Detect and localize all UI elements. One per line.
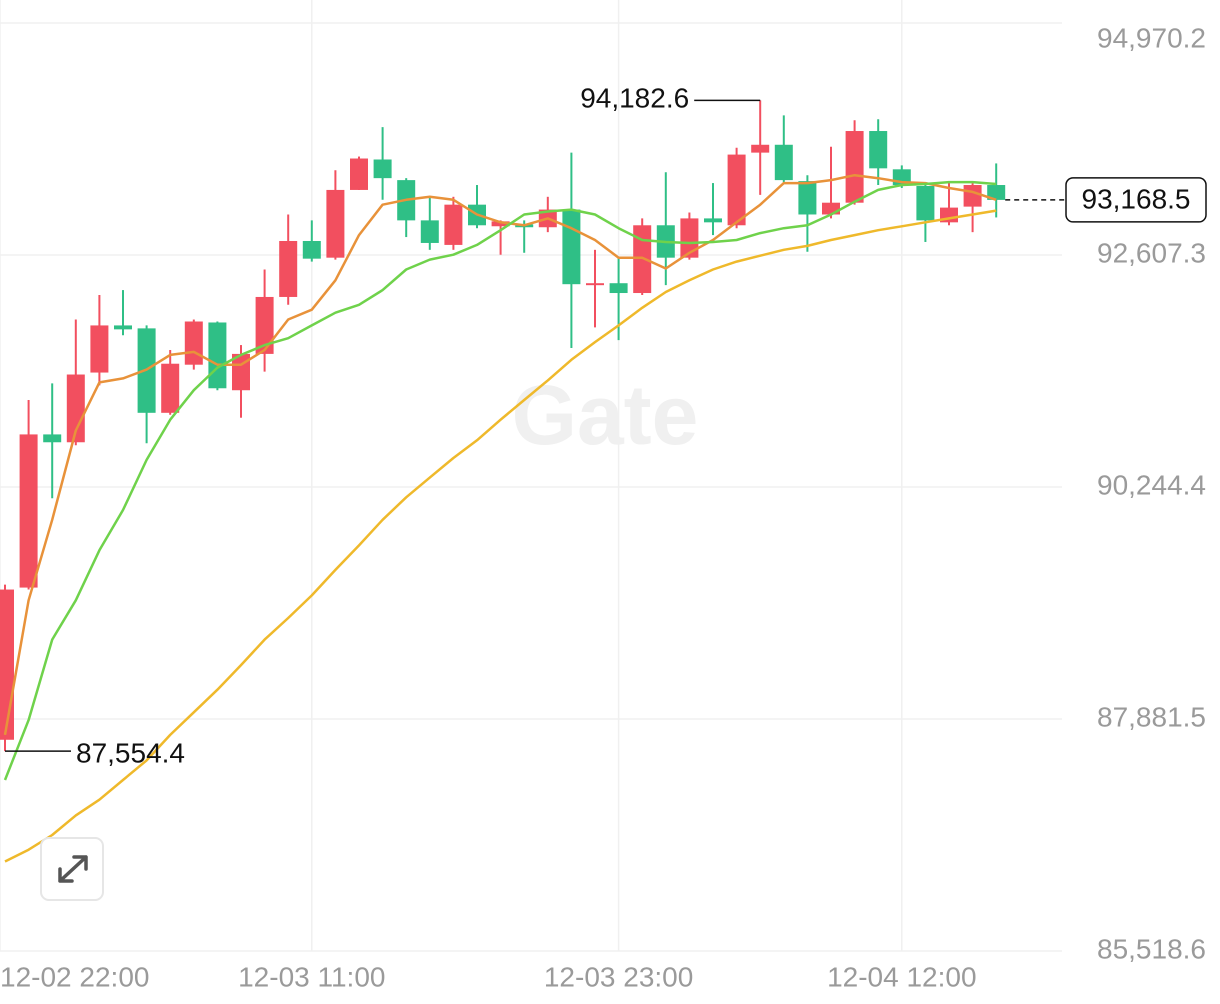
candle-body: [633, 225, 652, 294]
plot: [0, 99, 1066, 863]
candle-body: [302, 240, 321, 259]
candle-body: [774, 144, 793, 181]
candle-body: [822, 202, 840, 215]
candle-body: [420, 220, 439, 243]
candle-body: [19, 434, 38, 588]
candle-body: [916, 186, 935, 221]
ma-line: [3, 173, 997, 736]
candle-body: [66, 374, 85, 443]
candle-body: [326, 189, 345, 258]
candle-body: [727, 154, 746, 226]
y-tick-label: 92,607.3: [1097, 237, 1206, 268]
y-tick-label: 85,518.6: [1097, 933, 1206, 964]
grid: [0, 0, 1062, 952]
x-tick-label: 12-03 11:00: [238, 961, 385, 992]
candle-body: [491, 221, 510, 227]
candle-body: [869, 131, 888, 169]
candle-body: [350, 158, 368, 190]
labels: 94,970.2 92,607.3 90,244.4 87,881.5 85,518.6…: [0, 22, 1207, 992]
ma-line: [4, 209, 997, 863]
expand-button[interactable]: [40, 837, 104, 901]
y-tick-label: 87,881.5: [1097, 701, 1206, 732]
x-tick-label: 12-02 22:00: [0, 961, 149, 992]
candle-body: [704, 218, 722, 223]
last-price-box: [1065, 177, 1207, 223]
y-tick-label: 90,244.4: [1097, 469, 1206, 500]
candle-body: [161, 363, 180, 413]
candle-body: [373, 159, 392, 179]
candle-body: [987, 185, 1006, 200]
candle-body: [963, 185, 982, 207]
expand-icon: [58, 855, 88, 883]
candle-body: [114, 325, 132, 330]
candle-body: [43, 434, 62, 443]
candle-body: [680, 218, 699, 258]
candle-body: [255, 296, 274, 354]
candle-body: [208, 322, 227, 389]
high-label: 94,182.6: [580, 83, 689, 114]
candle-body: [586, 283, 604, 286]
candle-body: [562, 209, 581, 285]
last-price-label: 93,168.5: [1082, 183, 1191, 214]
x-tick-label: 12-03 23:00: [544, 961, 693, 992]
watermark: Gate: [512, 368, 699, 462]
ma-line: [3, 180, 997, 781]
candle-body: [798, 181, 817, 215]
candle-body: [751, 144, 770, 153]
candle-body: [279, 240, 298, 297]
x-tick-label: 12-04 12:00: [827, 961, 976, 992]
low-label: 87,554.4: [76, 738, 185, 769]
candle-body: [184, 321, 203, 365]
candle-body: [845, 131, 864, 203]
y-tick-label: 94,970.2: [1097, 22, 1206, 53]
candle-body: [90, 325, 109, 373]
candle-body: [444, 204, 463, 245]
candle-body: [609, 283, 628, 294]
